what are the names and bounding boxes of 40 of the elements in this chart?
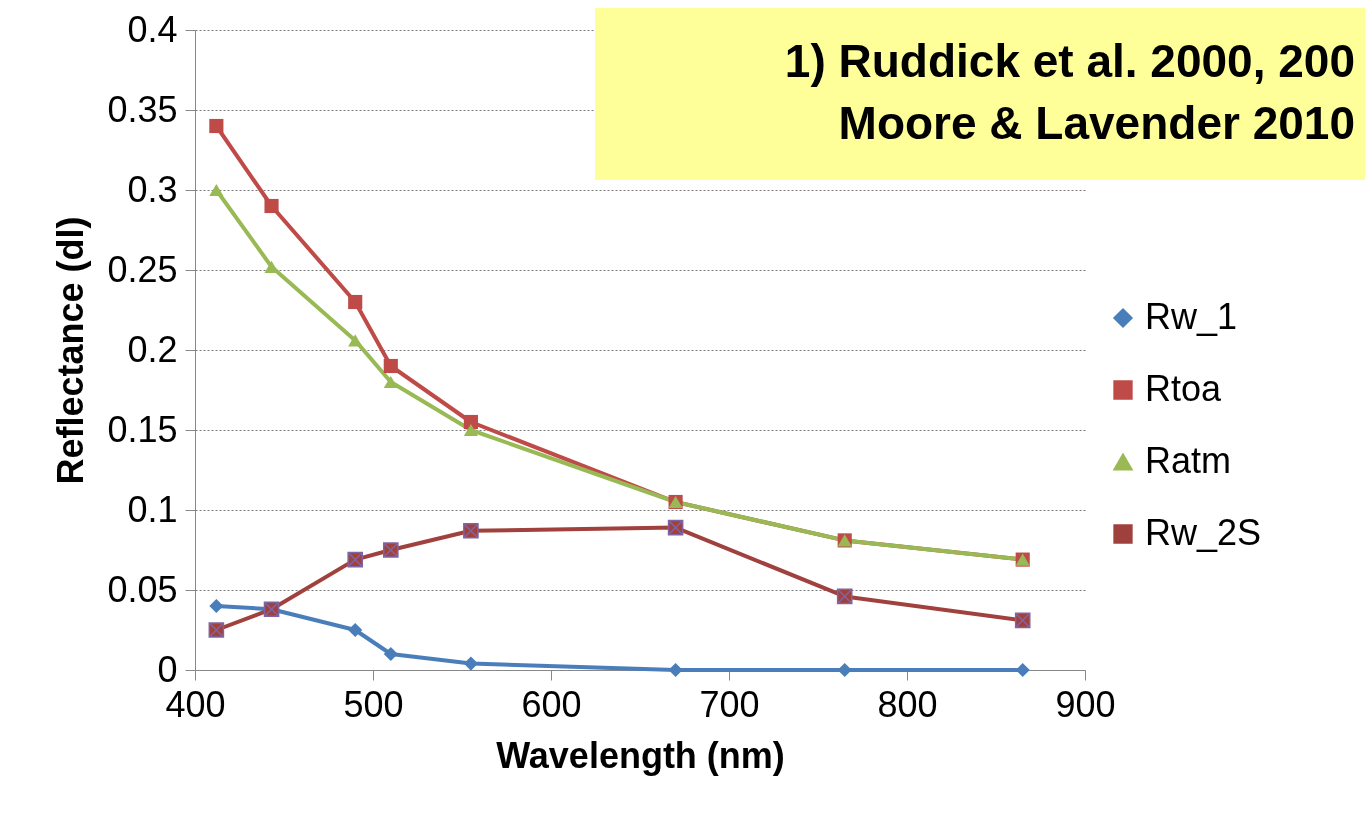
legend-label: Rw_2S — [1145, 512, 1262, 553]
point — [837, 662, 852, 678]
y-tick-label: 0.05 — [107, 568, 178, 610]
point — [1015, 662, 1030, 678]
point — [348, 622, 363, 638]
x-axis-title: Wavelength (nm) — [496, 734, 785, 776]
y-axis-title: Reflectance (dl) — [50, 216, 92, 485]
y-tick-label: 0.3 — [127, 168, 178, 210]
point — [382, 542, 399, 558]
legend-label: Rtoa — [1145, 368, 1223, 409]
y-tick-label: 0.4 — [127, 8, 178, 50]
point — [209, 118, 224, 134]
legend-label: Rw_1 — [1145, 296, 1238, 337]
point — [348, 334, 363, 347]
point — [463, 522, 479, 539]
x-tick-label: 600 — [521, 683, 582, 725]
point — [348, 294, 363, 310]
y-tick-label: 0.2 — [127, 328, 178, 370]
point — [383, 646, 398, 662]
point — [463, 423, 478, 437]
y-tick-label: 0.15 — [107, 408, 178, 450]
x-tick-label: 700 — [699, 683, 760, 725]
y-tick-label: 0.25 — [107, 248, 178, 290]
y-tick-label: 0.35 — [107, 88, 178, 130]
point — [383, 358, 398, 374]
legend-label: Ratm — [1145, 440, 1232, 481]
point — [463, 414, 478, 430]
point — [264, 260, 279, 273]
x-tick-label: 900 — [1055, 683, 1116, 725]
x-tick-label: 500 — [343, 683, 404, 725]
x-tick-label: 800 — [877, 683, 938, 725]
title-box: 1) Ruddick et al. 2000, 200 Moore & Lavender 2010 — [595, 8, 1365, 180]
point — [668, 662, 683, 678]
point — [463, 656, 478, 671]
point — [209, 598, 224, 614]
chart-title: 1) Ruddick et al. 2000, 200 — [783, 34, 1355, 89]
point — [209, 183, 224, 197]
y-tick-label: 0.1 — [127, 488, 178, 530]
point — [383, 375, 398, 389]
point — [264, 198, 279, 214]
